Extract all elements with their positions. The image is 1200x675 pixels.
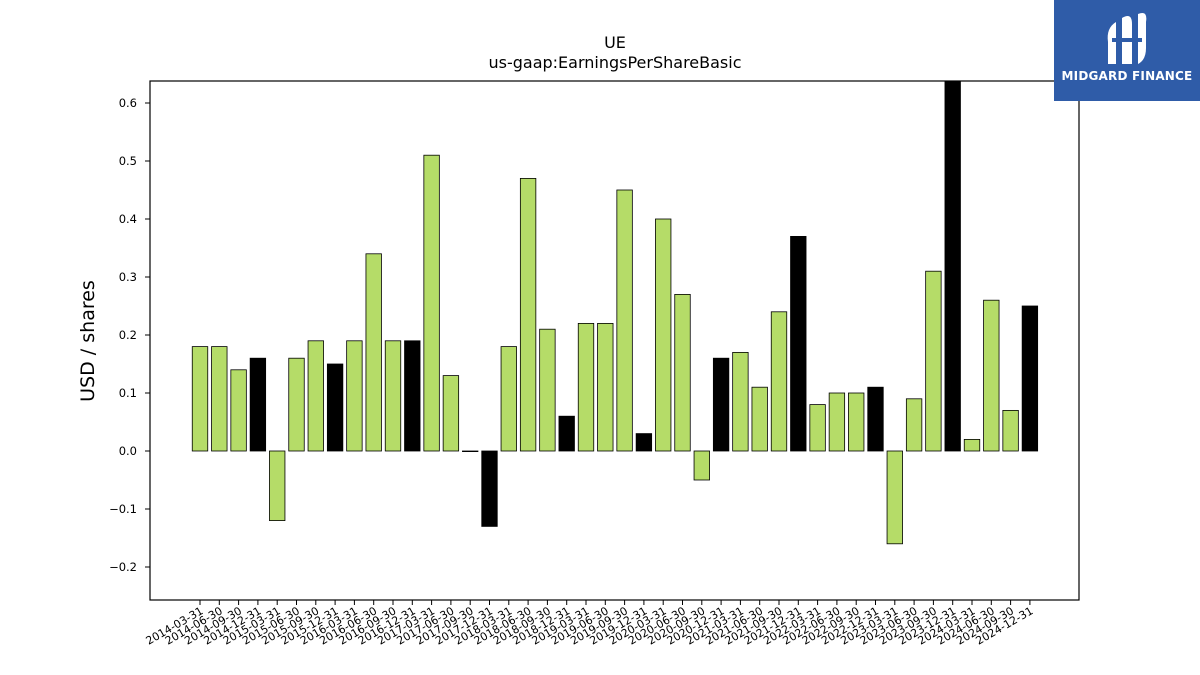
- bar-2016-06-30: [365, 253, 382, 452]
- bar-2021-12-31: [790, 235, 807, 452]
- bar-2019-12-31: [635, 433, 653, 452]
- bar-2019-03-31: [577, 322, 595, 452]
- bar-2022-03-31: [809, 404, 826, 452]
- bar-2021-06-30: [751, 386, 768, 452]
- bar-2014-09-30: [230, 369, 247, 452]
- bar-2020-06-30: [674, 293, 691, 452]
- logo-text: MIDGARD FINANCE: [1061, 69, 1193, 83]
- chart-title: UE: [604, 33, 626, 52]
- y-axis-label: USD / shares: [77, 280, 99, 402]
- bar-2018-03-31: [500, 346, 517, 452]
- bar-2017-09-30: [462, 450, 479, 453]
- bar-2021-09-30: [770, 311, 788, 452]
- bar-2014-06-30: [211, 346, 228, 452]
- x-ticks-group: 2014-03-312014-06-302014-09-302014-12-31…: [144, 600, 1035, 648]
- bar-2018-06-30: [519, 177, 537, 452]
- y-tick-label: 0.0: [119, 444, 137, 458]
- bar-2024-12-31: [1021, 305, 1039, 452]
- bar-2016-03-31: [346, 340, 363, 452]
- chart-subtitle: us-gaap:EarningsPerShareBasic: [488, 53, 741, 72]
- bar-2023-09-30: [925, 270, 942, 452]
- bar-2020-12-31: [712, 357, 730, 452]
- bar-2017-03-31: [423, 154, 440, 452]
- bar-2018-12-31: [558, 415, 575, 452]
- bars-group: [191, 80, 1039, 545]
- bar-2014-12-31: [249, 357, 267, 452]
- y-tick-label: −0.2: [109, 560, 137, 574]
- bar-2024-06-30: [983, 299, 1000, 452]
- y-tick-label: 0.3: [119, 270, 137, 284]
- bar-2021-03-31: [732, 351, 749, 452]
- bar-2017-06-30: [442, 375, 460, 452]
- y-tick-label: 0.6: [119, 96, 137, 110]
- bar-2015-06-30: [288, 357, 305, 452]
- bar-2016-09-30: [384, 340, 402, 452]
- bar-2022-09-30: [848, 392, 865, 452]
- bar-2023-06-30: [905, 398, 923, 452]
- y-tick-label: 0.2: [119, 328, 137, 342]
- bar-2015-03-31: [269, 450, 286, 521]
- bar-2014-03-31: [191, 346, 209, 452]
- bar-2017-12-31: [481, 450, 498, 527]
- bar-2019-06-30: [597, 322, 614, 452]
- bar-2015-12-31: [326, 363, 344, 452]
- bar-2019-09-30: [616, 189, 633, 452]
- bar-2023-12-31: [944, 80, 961, 452]
- y-ticks-group: −0.2 −0.1 0.0 0.1 0.2 0.3 0.4 0.5 0.6: [109, 96, 150, 574]
- y-tick-label: −0.1: [109, 502, 137, 516]
- bar-2015-09-30: [307, 340, 324, 452]
- bar-2024-09-30: [1002, 409, 1019, 452]
- bar-2018-09-30: [539, 328, 556, 452]
- bar-2022-12-31: [867, 386, 884, 452]
- bar-2022-06-30: [828, 392, 846, 452]
- y-tick-label: 0.1: [119, 386, 137, 400]
- midgard-logo-icon: [1107, 13, 1147, 64]
- bar-2020-09-30: [693, 450, 710, 481]
- plot-frame: [149, 80, 1080, 601]
- bar-2024-03-31: [963, 438, 981, 452]
- bar-2020-03-31: [655, 218, 672, 452]
- bar-2016-12-31: [404, 340, 421, 452]
- midgard-logo: MIDGARD FINANCE: [1054, 0, 1200, 101]
- y-tick-label: 0.4: [119, 212, 137, 226]
- bar-2023-03-31: [886, 450, 903, 545]
- y-tick-label: 0.5: [119, 154, 137, 168]
